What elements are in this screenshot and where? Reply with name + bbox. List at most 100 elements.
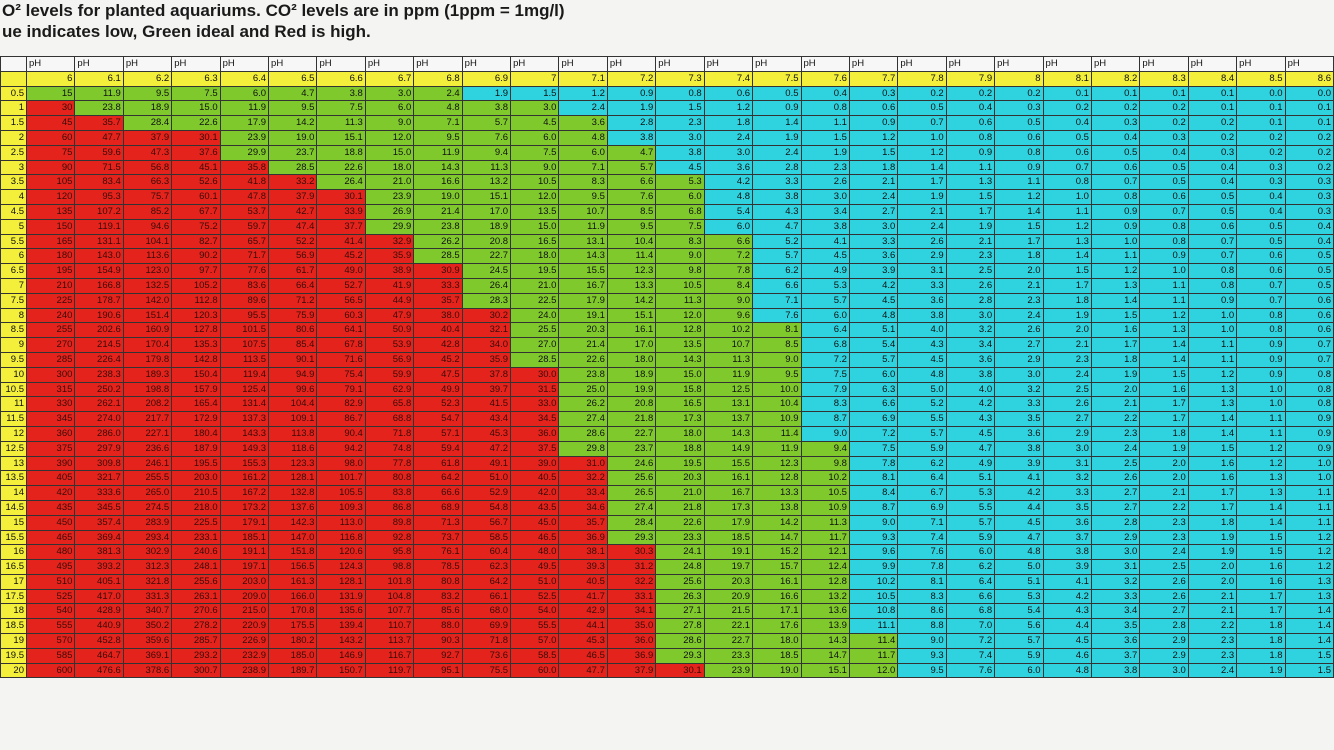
co2-cell: 381.3 — [74, 544, 124, 561]
co2-cell: 570 — [25, 633, 76, 649]
co2-cell: 3.8 — [606, 129, 657, 146]
co2-cell: 5.3 — [655, 174, 705, 191]
co2-cell: 1.9 — [945, 218, 996, 235]
co2-cell: 5.7 — [606, 159, 657, 176]
co2-cell: 57.1 — [413, 425, 463, 442]
co2-cell: 189.7 — [268, 662, 318, 679]
co2-cell: 113.0 — [316, 514, 366, 531]
co2-cell: 25.0 — [558, 381, 608, 398]
co2-cell: 1.4 — [1236, 499, 1286, 516]
co2-cell: 4.2 — [703, 174, 754, 191]
ph-value: 7.9 — [945, 70, 996, 87]
co2-cell: 15.0 — [510, 218, 560, 235]
co2-cell: 1.3 — [945, 174, 996, 191]
co2-cell: 3.4 — [800, 203, 850, 220]
data-row: 15.5 465 369.4 293.4 233.1 185.1 147.0 116.8 92.… — [0, 529, 1334, 546]
co2-cell: 18.8 — [655, 440, 705, 457]
co2-cell: 16.7 — [703, 485, 754, 501]
co2-cell: 11.3 — [316, 115, 366, 131]
co2-cell: 15.0 — [655, 366, 705, 383]
co2-cell: 2.5 — [1042, 381, 1092, 398]
ph-value: 6.7 — [364, 70, 415, 87]
co2-cell: 4.7 — [945, 440, 996, 457]
co2-cell: 0.5 — [1042, 129, 1092, 146]
data-row: 14.5 435 345.5 274.5 218.0 173.2 137.6 109.3 86.… — [0, 499, 1334, 516]
co2-cell: 5.6 — [994, 618, 1044, 635]
co2-cell: 3.0 — [945, 307, 996, 324]
data-row: 7 210 166.8 132.5 105.2 83.6 66.4 52.7 41.9 33.3 2… — [0, 277, 1334, 294]
co2-cell: 0.9 — [1187, 292, 1238, 309]
co2-cell: 1.2 — [1187, 366, 1238, 383]
co2-cell: 23.8 — [413, 218, 463, 235]
co2-cell: 1.7 — [1042, 277, 1092, 294]
co2-cell: 132.8 — [268, 485, 318, 501]
co2-cell: 1.5 — [1139, 366, 1189, 383]
co2-cell: 90.4 — [316, 425, 366, 442]
co2-cell: 2.7 — [1090, 485, 1141, 501]
ph-value: 6.5 — [268, 70, 318, 87]
co2-cell: 26.2 — [413, 233, 463, 250]
co2-cell: 0.4 — [1187, 174, 1238, 191]
co2-cell: 124.3 — [316, 559, 366, 575]
co2-cell: 2.9 — [1139, 633, 1189, 649]
co2-cell: 33.4 — [558, 485, 608, 501]
co2-cell: 77.8 — [364, 455, 415, 472]
co2-cell: 4.8 — [703, 189, 754, 205]
co2-cell: 3.9 — [848, 263, 899, 279]
co2-cell: 585 — [25, 647, 76, 664]
co2-cell: 166.8 — [74, 277, 124, 294]
co2-cell: 27.8 — [655, 618, 705, 635]
co2-cell: 4.5 — [510, 115, 560, 131]
ph-label: pH — [752, 56, 802, 72]
co2-cell: 345 — [25, 411, 76, 427]
co2-cell: 3.0 — [1090, 544, 1141, 561]
co2-cell: 73.6 — [461, 647, 512, 664]
co2-cell: 101.7 — [316, 470, 366, 487]
co2-cell: 9.5 — [122, 85, 173, 102]
ph-label: pH — [848, 56, 899, 72]
co2-cell: 1.6 — [1236, 559, 1286, 575]
co2-cell: 45.2 — [316, 248, 366, 265]
co2-cell: 113.8 — [268, 425, 318, 442]
co2-cell: 10.8 — [848, 603, 899, 620]
co2-cell: 312.3 — [122, 559, 173, 575]
co2-cell: 255.6 — [171, 573, 221, 590]
co2-cell: 28.4 — [606, 514, 657, 531]
co2-cell: 2.1 — [1042, 337, 1092, 353]
co2-cell: 35.7 — [413, 292, 463, 309]
co2-cell: 3.6 — [703, 159, 754, 176]
co2-cell: 7.5 — [800, 366, 850, 383]
co2-cell: 1.2 — [1042, 218, 1092, 235]
data-row: 9.5 285 226.4 179.8 142.8 113.5 90.1 71.6 56.9 45… — [0, 351, 1334, 368]
co2-cell: 2.4 — [413, 85, 463, 102]
ph-label: pH — [413, 56, 463, 72]
co2-cell: 2.4 — [1139, 544, 1189, 561]
co2-cell: 1.9 — [752, 129, 802, 146]
co2-cell: 9.5 — [558, 189, 608, 205]
co2-cell: 2.8 — [606, 115, 657, 131]
co2-cell: 32.2 — [606, 573, 657, 590]
co2-cell: 37.5 — [510, 440, 560, 457]
co2-cell: 7.1 — [897, 514, 947, 531]
co2-cell: 26.5 — [606, 485, 657, 501]
co2-cell: 17.9 — [558, 292, 608, 309]
co2-cell: 0.4 — [1284, 233, 1334, 250]
co2-cell: 26.3 — [655, 588, 705, 605]
ph-value: 8.2 — [1090, 70, 1141, 87]
co2-cell: 0.9 — [752, 100, 802, 117]
ph-value: 7.3 — [655, 70, 705, 87]
co2-cell: 1.4 — [897, 159, 947, 176]
co2-cell: 24.5 — [461, 263, 512, 279]
co2-cell: 2.0 — [1090, 381, 1141, 398]
co2-cell: 3.8 — [1042, 544, 1092, 561]
co2-cell: 20.8 — [606, 396, 657, 413]
co2-cell: 116.7 — [364, 647, 415, 664]
co2-cell: 4.5 — [945, 425, 996, 442]
co2-cell: 2.7 — [1042, 411, 1092, 427]
co2-cell: 15.2 — [752, 544, 802, 561]
co2-cell: 143.2 — [316, 633, 366, 649]
co2-cell: 5.1 — [945, 470, 996, 487]
co2-cell: 85.2 — [122, 203, 173, 220]
co2-cell: 6.2 — [752, 263, 802, 279]
ph-value: 6 — [25, 70, 76, 87]
